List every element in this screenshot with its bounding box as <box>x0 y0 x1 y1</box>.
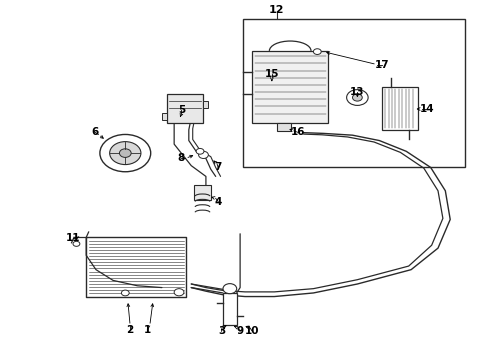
Bar <box>162 113 167 120</box>
Text: 4: 4 <box>215 197 222 207</box>
Text: 16: 16 <box>291 127 305 137</box>
Text: 14: 14 <box>419 104 434 114</box>
Bar <box>277 123 292 131</box>
Bar <box>382 87 418 130</box>
Bar <box>243 19 465 167</box>
Circle shape <box>223 284 237 294</box>
Circle shape <box>100 134 151 172</box>
Text: 15: 15 <box>265 69 279 79</box>
Text: 7: 7 <box>215 162 222 172</box>
Bar <box>203 101 208 108</box>
Circle shape <box>120 149 131 157</box>
Circle shape <box>346 90 368 105</box>
Circle shape <box>73 241 80 246</box>
Bar <box>223 293 237 325</box>
Circle shape <box>352 94 362 101</box>
Circle shape <box>314 49 321 54</box>
Text: 8: 8 <box>177 153 184 163</box>
Bar <box>252 51 328 123</box>
Text: 17: 17 <box>374 59 389 69</box>
Bar <box>167 94 203 123</box>
Circle shape <box>196 148 204 154</box>
Text: 3: 3 <box>218 326 225 336</box>
Text: 13: 13 <box>350 87 365 97</box>
Circle shape <box>198 151 208 158</box>
Text: 2: 2 <box>126 325 134 335</box>
Text: 12: 12 <box>269 5 285 15</box>
Text: 9: 9 <box>237 326 244 336</box>
Circle shape <box>110 141 141 165</box>
Text: 10: 10 <box>245 326 260 336</box>
Text: 11: 11 <box>66 233 80 243</box>
Bar <box>194 185 211 200</box>
Text: 5: 5 <box>178 105 185 115</box>
Circle shape <box>174 289 184 296</box>
Text: 6: 6 <box>91 127 98 137</box>
Text: 1: 1 <box>144 325 151 335</box>
Circle shape <box>122 290 129 296</box>
